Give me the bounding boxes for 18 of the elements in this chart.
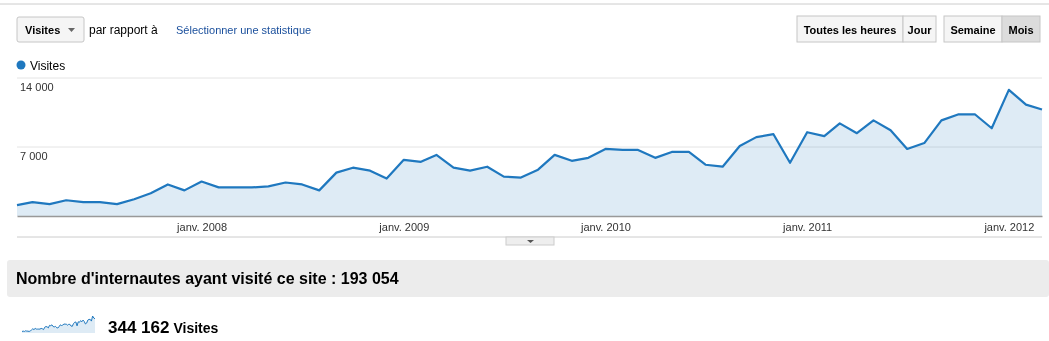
text: Sélectionner une statistique — [176, 23, 312, 36]
x-tick-label: janv. 2012 — [983, 221, 1035, 234]
text: Visites — [173, 320, 219, 336]
text: Mois — [1008, 23, 1034, 36]
x-tick-label: janv. 2010 — [580, 221, 631, 234]
y-tick-label: 7 000 — [20, 149, 48, 162]
text: Visites — [25, 23, 61, 36]
x-tick-label: janv. 2009 — [378, 221, 430, 234]
text: 344 162 — [108, 318, 170, 337]
legend-label: Visites — [30, 58, 66, 73]
x-tick-label: janv. 2011 — [782, 221, 833, 234]
y-tick-label: 14 000 — [20, 80, 54, 93]
text: Semaine — [950, 23, 996, 36]
text: Toutes les heures — [803, 23, 897, 36]
text: Jour — [907, 23, 933, 36]
x-tick-label: janv. 2008 — [176, 221, 228, 234]
text: par rapport à — [89, 22, 159, 37]
text: Nombre d'internautes ayant visité ce site : 193 054 — [16, 270, 399, 287]
